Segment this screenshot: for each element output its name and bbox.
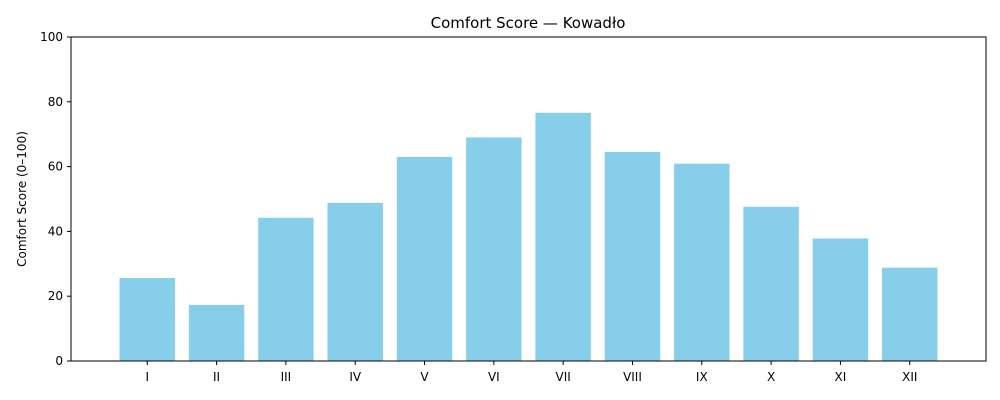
y-tick-label: 0 [55, 354, 63, 368]
bar-XI [812, 238, 869, 361]
bar-VI [466, 137, 522, 361]
x-tick-label: I [145, 370, 149, 384]
plot-frame [70, 36, 987, 362]
bar-IV [327, 202, 383, 361]
bar-X [743, 206, 799, 361]
y-tick-label: 80 [48, 95, 63, 109]
bar-II [188, 304, 245, 361]
chart-title: Comfort Score — Kowadło [431, 14, 626, 32]
bar-XII [882, 267, 938, 361]
bar-IX [674, 163, 730, 361]
x-tick-label: IX [696, 370, 708, 384]
y-axis-ticks: 0 20 40 60 80 100 [40, 30, 71, 368]
x-tick-label: V [420, 370, 429, 384]
y-axis-title: Comfort Score (0–100) [15, 131, 29, 267]
bar-III [258, 217, 314, 361]
x-tick-label: XII [902, 370, 917, 384]
x-tick-label: VIII [623, 370, 642, 384]
x-tick-label: X [767, 370, 775, 384]
y-tick-label: 20 [48, 289, 63, 303]
bars-layer [119, 112, 938, 361]
x-tick-label: II [213, 370, 220, 384]
y-tick-label: 100 [40, 30, 63, 44]
y-tick-label: 60 [48, 160, 63, 174]
bar-I [119, 278, 175, 361]
x-tick-label: VI [488, 370, 500, 384]
bar-V [396, 156, 453, 361]
x-tick-label: XI [835, 370, 847, 384]
x-axis-ticks: I II III IV V VI VII VIII IX X XI XII [145, 361, 917, 384]
bar-VIII [604, 152, 661, 361]
x-tick-label: VII [556, 370, 571, 384]
bar-VII [535, 112, 591, 361]
x-tick-label: III [281, 370, 292, 384]
x-tick-label: IV [349, 370, 362, 384]
y-tick-label: 40 [48, 224, 63, 238]
